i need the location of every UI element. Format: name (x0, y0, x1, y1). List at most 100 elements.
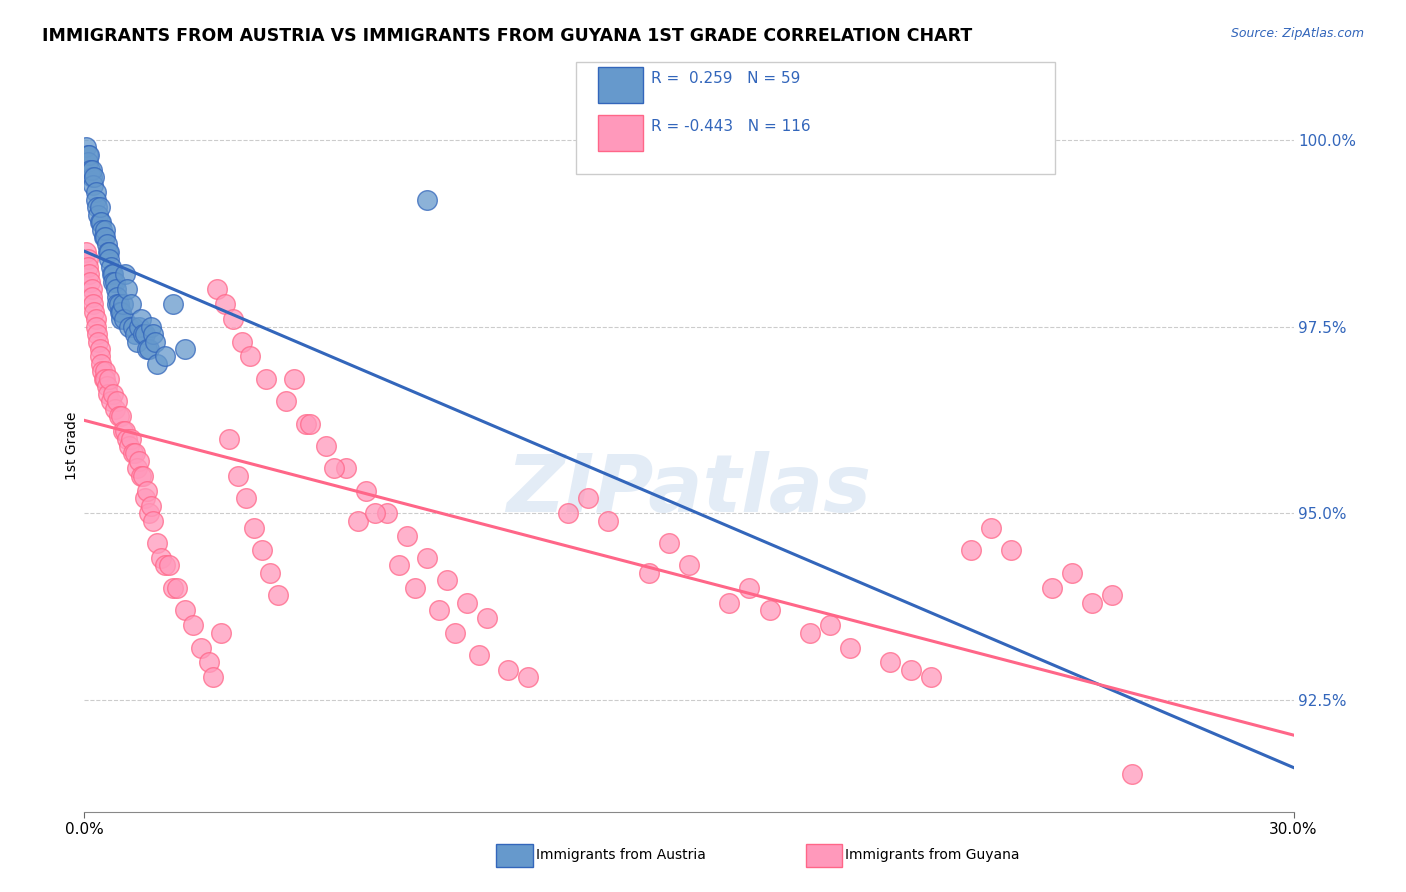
Point (90, 357, 112, 371)
Point (93, 372, 115, 386)
Point (77, 148, 100, 162)
Point (118, 439, 141, 453)
Point (79, 162, 101, 177)
Point (468, 648, 491, 662)
Point (89, 200, 111, 214)
Point (93, 230, 115, 244)
Point (98, 252, 121, 267)
Point (89, 215, 111, 229)
Text: R =  0.259   N = 59: R = 0.259 N = 59 (651, 71, 800, 87)
Point (250, 543, 273, 558)
Point (557, 506, 579, 520)
Point (456, 596, 478, 610)
Point (91, 364, 114, 378)
Point (388, 558, 411, 573)
Point (242, 521, 264, 535)
Point (87, 208, 110, 222)
Point (100, 394, 122, 409)
Point (134, 326, 156, 341)
Point (118, 319, 141, 334)
Point (134, 491, 156, 506)
Point (516, 670, 538, 684)
Point (124, 326, 146, 341)
Text: IMMIGRANTS FROM AUSTRIA VS IMMIGRANTS FROM GUYANA 1ST GRADE CORRELATION CHART: IMMIGRANTS FROM AUSTRIA VS IMMIGRANTS FR… (42, 27, 973, 45)
Point (124, 446, 146, 460)
Point (132, 326, 155, 341)
Point (93, 222, 115, 236)
Point (100, 260, 122, 274)
Point (77, 260, 100, 274)
Point (83, 304, 105, 318)
Point (138, 506, 160, 520)
Point (347, 514, 370, 528)
Point (114, 424, 136, 438)
Point (120, 432, 142, 446)
Point (818, 618, 841, 632)
Point (80, 282, 103, 296)
Point (259, 566, 281, 580)
Point (1101, 588, 1123, 602)
Point (839, 640, 862, 655)
Point (86, 319, 108, 334)
Point (174, 603, 197, 617)
Point (84, 186, 107, 200)
Point (678, 558, 700, 573)
Point (125, 461, 148, 475)
Point (323, 461, 346, 475)
Point (82, 178, 104, 192)
Point (135, 342, 157, 356)
Point (598, 514, 620, 528)
Point (267, 588, 290, 602)
Point (100, 268, 122, 282)
Point (149, 551, 172, 566)
Point (637, 566, 659, 580)
Point (162, 297, 184, 311)
Text: Source: ZipAtlas.com: Source: ZipAtlas.com (1230, 27, 1364, 40)
Point (129, 468, 152, 483)
Point (436, 574, 458, 588)
Point (111, 297, 134, 311)
Point (120, 297, 142, 311)
Point (427, 603, 450, 617)
Point (142, 326, 165, 341)
Point (128, 319, 150, 334)
Point (76, 252, 98, 267)
Point (105, 290, 128, 304)
Text: ZIPatlas: ZIPatlas (506, 450, 872, 529)
Point (235, 491, 257, 506)
Point (97, 386, 120, 401)
Point (738, 581, 761, 595)
Point (214, 297, 236, 311)
Point (86, 200, 108, 214)
Point (162, 581, 184, 595)
Point (132, 468, 155, 483)
Point (104, 275, 127, 289)
Text: Immigrants from Austria: Immigrants from Austria (536, 848, 706, 863)
Point (239, 350, 262, 364)
Point (86, 326, 108, 341)
Point (799, 625, 821, 640)
Point (295, 417, 318, 431)
Point (356, 483, 378, 498)
Point (112, 312, 135, 326)
Point (226, 468, 249, 483)
Point (153, 350, 176, 364)
Point (404, 581, 426, 595)
Point (416, 551, 439, 566)
Point (375, 506, 398, 520)
Point (231, 334, 253, 349)
Text: Immigrants from Guyana: Immigrants from Guyana (845, 848, 1019, 863)
Point (142, 514, 165, 528)
Point (128, 454, 150, 468)
Point (157, 558, 180, 573)
Point (190, 640, 212, 655)
Point (1000, 543, 1022, 558)
Point (76, 148, 98, 162)
Point (202, 670, 225, 684)
Point (718, 596, 741, 610)
Point (89, 342, 111, 356)
Point (444, 625, 467, 640)
Point (139, 499, 162, 513)
Point (97, 244, 120, 259)
Point (254, 372, 277, 386)
